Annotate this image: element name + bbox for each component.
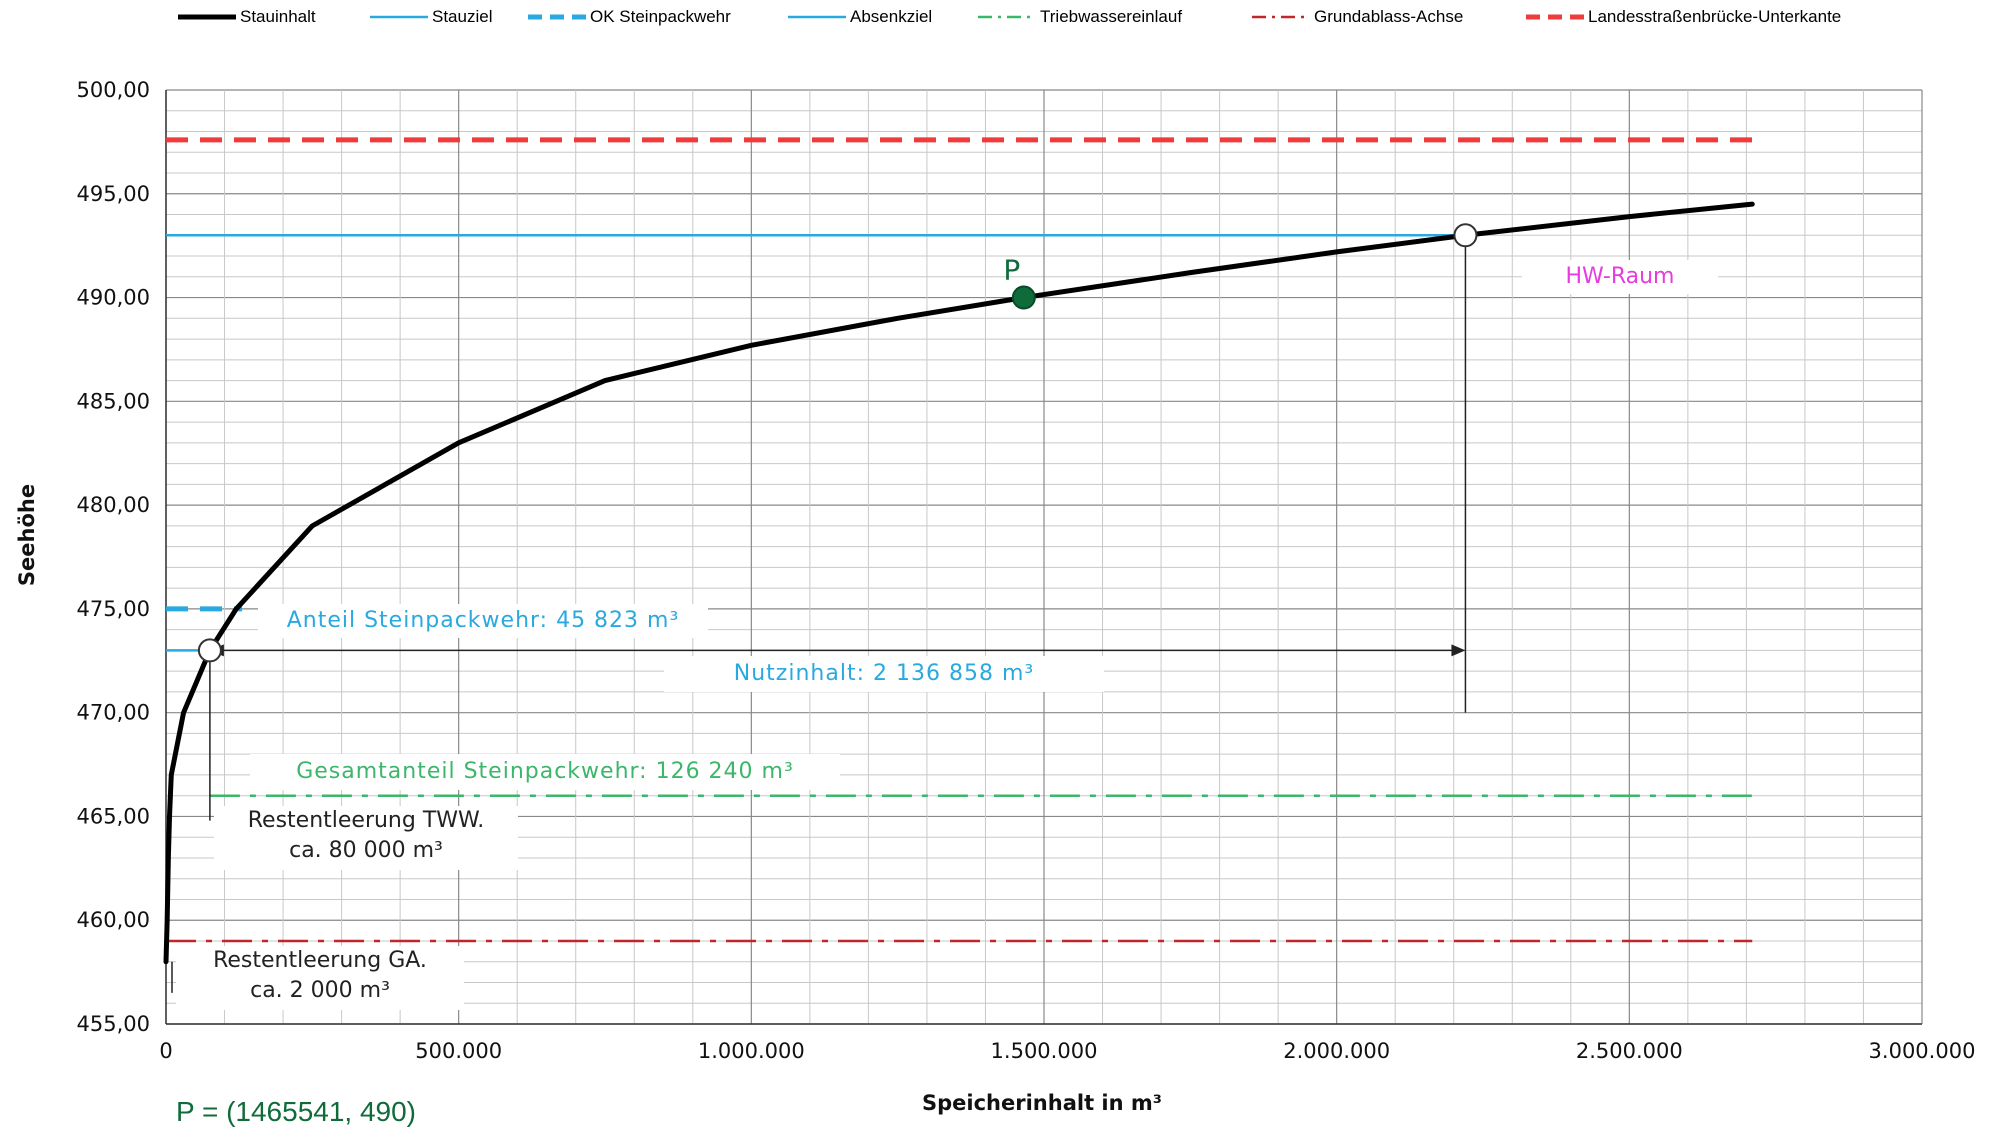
x-tick-label: 1.000.000 (698, 1039, 805, 1063)
legend-label: OK Steinpackwehr (590, 7, 731, 26)
legend-item-ok-steinpackwehr: OK Steinpackwehr (528, 6, 731, 28)
x-axis-title: Speicherinhalt in m³ (922, 1091, 1162, 1115)
point-p-label: P (1003, 254, 1020, 287)
y-tick-label: 465,00 (77, 804, 150, 828)
restentleerung-ga-line2: ca. 2 000 m³ (250, 978, 390, 1003)
intersection-marker (197, 638, 222, 663)
x-axis-ticks: 0 500.000 1.000.000 1.500.000 2.000.000 2.500… (159, 1039, 1975, 1063)
legend-label: Absenkziel (850, 7, 933, 26)
x-tick-label: 500.000 (415, 1039, 502, 1063)
legend-label: Stauziel (432, 7, 493, 26)
restentleerung-tww-label: Restentleerung TWW. ca. 80 000 m³ (214, 806, 518, 870)
chart-legend: Stauinhalt Stauziel OK Steinpackwehr Abs… (0, 0, 1998, 34)
legend-swatch-solid-black-icon (178, 14, 236, 20)
legend-label: Landesstraßenbrücke-Unterkante (1588, 7, 1842, 26)
gesamtanteil-steinpackwehr-label: Gesamtanteil Steinpackwehr: 126 240 m³ (250, 754, 840, 790)
stauinhalt-curve (163, 201, 1755, 965)
y-tick-label: 485,00 (77, 389, 150, 413)
legend-swatch-dashdot-red-icon (1252, 15, 1310, 19)
hw-raum-label: HW-Raum (1522, 260, 1718, 294)
legend-item-stauziel: Stauziel (370, 6, 492, 28)
arrowhead-right-icon (1451, 644, 1466, 657)
restentleerung-ga-line1: Restentleerung GA. (213, 948, 427, 973)
legend-item-triebwassereinlauf: Triebwassereinlauf (978, 6, 1182, 28)
legend-swatch-dashed-blue-icon (528, 14, 586, 20)
point-p-marker (1011, 285, 1036, 310)
y-tick-label: 455,00 (77, 1012, 150, 1036)
y-tick-label: 475,00 (77, 597, 150, 621)
x-tick-label: 3.000.000 (1869, 1039, 1976, 1063)
legend-swatch-dashed-red-icon (1526, 14, 1584, 20)
legend-item-landesstrassenbruecke-unterkante: Landesstraßenbrücke-Unterkante (1526, 6, 1841, 28)
legend-label: Triebwassereinlauf (1040, 7, 1183, 26)
legend-swatch-solid-blue-icon (788, 15, 846, 19)
y-tick-label: 460,00 (77, 908, 150, 932)
point-p-caption: P = (1465541, 490) (176, 1096, 417, 1127)
anteil-steinpackwehr-label: Anteil Steinpackwehr: 45 823 m³ (258, 604, 708, 638)
y-tick-label: 480,00 (77, 493, 150, 517)
x-tick-label: 2.500.000 (1576, 1039, 1683, 1063)
x-tick-label: 1.500.000 (991, 1039, 1098, 1063)
stauinhalt-line (163, 201, 1755, 965)
legend-item-stauinhalt: Stauinhalt (178, 6, 316, 28)
restentleerung-tww-line2: ca. 80 000 m³ (289, 838, 443, 863)
nutzinhalt-label: Nutzinhalt: 2 136 858 m³ (664, 656, 1104, 692)
x-tick-label: 0 (159, 1039, 172, 1063)
legend-item-grundablass-achse: Grundablass-Achse (1252, 6, 1463, 28)
y-tick-label: 500,00 (77, 78, 150, 102)
y-axis-ticks: 455,00 460,00 465,00 470,00 475,00 480,00 485,… (77, 78, 150, 1036)
y-tick-label: 490,00 (77, 286, 150, 310)
y-axis-title: Seehöhe (15, 484, 39, 586)
y-tick-label: 495,00 (77, 182, 150, 206)
intersection-marker (1453, 223, 1478, 248)
legend-swatch-dashdot-green-icon (978, 15, 1036, 19)
curve-markers: P (197, 223, 1478, 663)
x-tick-label: 2.000.000 (1283, 1039, 1390, 1063)
reference-lines (166, 137, 1753, 943)
y-tick-label: 470,00 (77, 701, 150, 725)
legend-swatch-solid-blue-icon (370, 15, 428, 19)
legend-item-absenkziel: Absenkziel (788, 6, 932, 28)
restentleerung-ga-label: Restentleerung GA. ca. 2 000 m³ (176, 946, 464, 1010)
grid-lines (165, 89, 1923, 1025)
restentleerung-tww-line1: Restentleerung TWW. (247, 808, 485, 833)
legend-label: Stauinhalt (240, 7, 316, 26)
legend-label: Grundablass-Achse (1314, 7, 1464, 26)
